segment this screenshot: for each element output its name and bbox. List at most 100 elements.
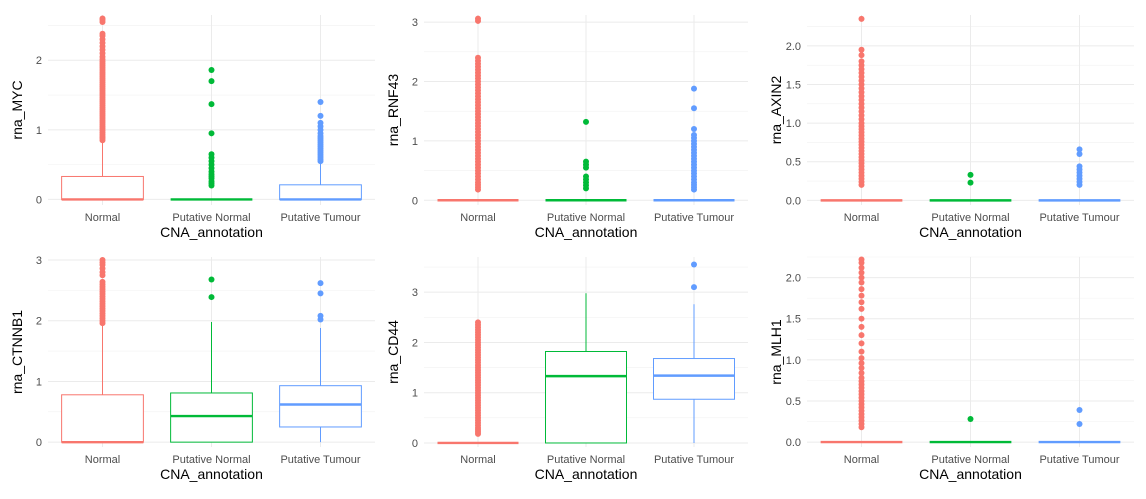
x-axis-title: CNA_annotation — [535, 466, 638, 482]
y-tick-label: 0 — [412, 438, 418, 450]
y-tick-label: 3 — [36, 255, 42, 267]
outlier-point — [475, 319, 481, 326]
x-axis-title: CNA_annotation — [535, 224, 638, 240]
box-putative-normal — [929, 171, 1012, 202]
outlier-point — [583, 118, 589, 125]
x-tick-label: Normal — [844, 212, 879, 224]
x-tick-label: Normal — [460, 454, 495, 466]
y-tick-label: 1 — [412, 136, 418, 148]
y-tick-label: 1.5 — [786, 314, 801, 326]
y-axis-title: rna_CTNNB1 — [9, 310, 25, 394]
box-normal — [61, 257, 144, 444]
y-tick-label: 2 — [36, 316, 42, 328]
y-tick-label: 0 — [412, 195, 418, 207]
outlier-point — [858, 365, 865, 372]
outlier-point — [858, 340, 865, 347]
x-tick-label: Normal — [460, 212, 495, 224]
iqr-box — [61, 175, 144, 200]
y-tick-label: 2 — [412, 337, 418, 349]
box-normal — [61, 15, 144, 201]
iqr-box — [170, 392, 253, 443]
y-tick-label: 0 — [36, 194, 42, 206]
panel-rna-MLH1: 0.0 0.5 1.0 1.5 2.0 Normal Putative Normal Puta… — [768, 256, 1134, 482]
y-axis-title: rna_AXIN2 — [768, 76, 784, 145]
outlier-point — [858, 374, 865, 381]
outlier-point — [583, 173, 589, 180]
box-putative-normal — [545, 118, 627, 202]
outlier-point — [1076, 151, 1083, 158]
box-normal — [437, 319, 519, 445]
box-putative-tumour — [653, 261, 735, 443]
y-tick-label: 0.5 — [786, 157, 801, 169]
x-tick-label: Putative Tumour — [280, 212, 360, 224]
outlier-point — [317, 98, 324, 105]
outlier-point — [858, 305, 865, 312]
x-tick-label: Putative Normal — [547, 212, 625, 224]
outlier-point — [691, 284, 697, 291]
box-normal — [820, 15, 903, 202]
outlier-point — [1076, 420, 1083, 427]
outlier-point — [475, 54, 481, 61]
iqr-box — [279, 385, 362, 428]
y-tick-label: 0.5 — [786, 396, 801, 408]
x-tick-label: Normal — [85, 454, 120, 466]
box-putative-normal — [170, 66, 253, 201]
outlier-point — [1076, 406, 1083, 413]
outlier-point — [858, 355, 865, 362]
outlier-point — [317, 290, 324, 297]
iqr-box — [545, 350, 627, 444]
y-tick-label: 2.0 — [786, 273, 801, 285]
outlier-point — [967, 171, 974, 178]
y-tick-label: 0.0 — [786, 437, 801, 449]
x-tick-label: Putative Normal — [931, 212, 1009, 224]
x-tick-label: Normal — [844, 454, 879, 466]
outlier-point — [208, 101, 215, 108]
y-axis-title: rna_CD44 — [385, 320, 401, 384]
y-tick-label: 1.5 — [786, 80, 801, 92]
y-tick-label: 3 — [412, 287, 418, 299]
y-axis-title: rna_MLH1 — [768, 319, 784, 385]
box-putative-normal — [545, 293, 627, 444]
outlier-point — [858, 286, 865, 293]
outlier-point — [858, 58, 865, 65]
y-axis-title: rna_MYC — [9, 80, 25, 139]
iqr-box — [279, 184, 362, 200]
outlier-point — [858, 315, 865, 322]
outlier-point — [99, 278, 106, 285]
outlier-point — [691, 131, 697, 138]
x-axis-title: CNA_annotation — [919, 466, 1022, 482]
outlier-point — [858, 46, 865, 53]
y-tick-label: 2 — [412, 77, 418, 89]
x-tick-label: Putative Tumour — [654, 212, 734, 224]
outlier-point — [317, 280, 324, 287]
outlier-point — [858, 360, 865, 367]
panel-rna-CD44: 0 1 2 3 Normal Putative Normal Putative Tumour… — [385, 257, 748, 482]
y-tick-label: 0 — [36, 437, 42, 449]
y-tick-label: 2 — [36, 55, 42, 67]
box-putative-normal — [170, 276, 253, 443]
outlier-point — [208, 66, 215, 73]
outlier-point — [475, 15, 481, 22]
y-tick-label: 1 — [36, 376, 42, 388]
y-tick-label: 3 — [412, 17, 418, 29]
y-tick-label: 1 — [36, 125, 42, 137]
x-tick-label: Putative Tumour — [654, 454, 734, 466]
outlier-point — [967, 179, 974, 186]
box-putative-normal — [929, 416, 1012, 444]
outlier-point — [858, 269, 865, 276]
outlier-point — [691, 105, 697, 112]
outlier-point — [691, 126, 697, 132]
outlier-point — [858, 332, 865, 339]
y-tick-label: 1 — [412, 388, 418, 400]
outlier-point — [208, 276, 215, 283]
outlier-point — [1076, 163, 1083, 170]
outlier-point — [1076, 146, 1083, 153]
x-axis-title: CNA_annotation — [919, 224, 1022, 240]
box-normal — [820, 256, 903, 444]
box-putative-tumour — [1038, 146, 1121, 202]
outlier-point — [858, 348, 865, 355]
outlier-point — [317, 312, 324, 319]
y-tick-label: 1.0 — [786, 118, 801, 130]
y-tick-label: 0.0 — [786, 195, 801, 207]
panel-rna-MYC: 0 1 2 Normal Putative Normal Putative Tumour C… — [9, 15, 375, 240]
